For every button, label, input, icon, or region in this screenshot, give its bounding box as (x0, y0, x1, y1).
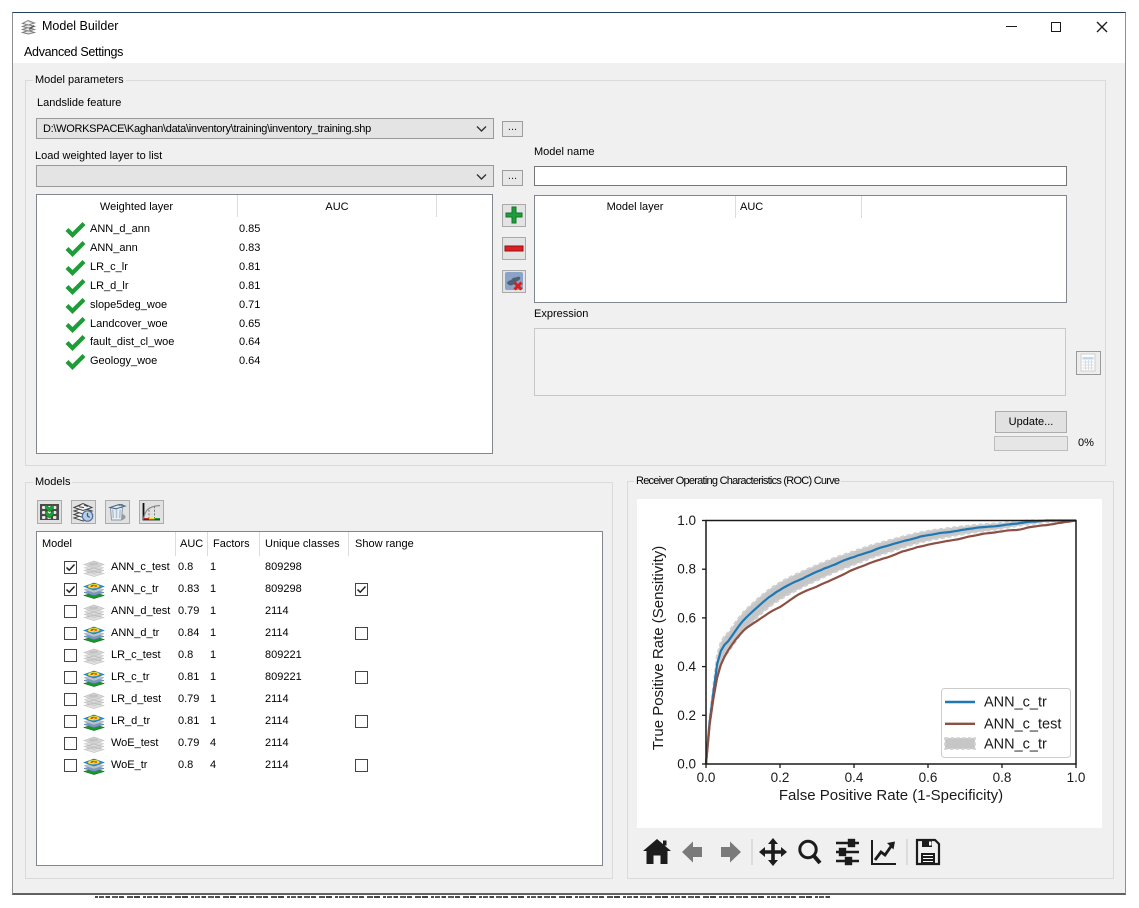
svg-text:1.0: 1.0 (677, 513, 696, 528)
svg-text:0.0: 0.0 (697, 770, 716, 785)
svg-text:False Positive Rate (1-Specifi: False Positive Rate (1-Specificity) (779, 787, 1003, 804)
svg-text:0.8: 0.8 (677, 562, 696, 577)
svg-text:ANN_c_test: ANN_c_test (984, 716, 1061, 732)
svg-text:0.8: 0.8 (993, 770, 1012, 785)
svg-text:0.4: 0.4 (845, 770, 864, 785)
svg-text:0.4: 0.4 (677, 659, 696, 674)
svg-text:1.0: 1.0 (1067, 770, 1086, 785)
svg-text:0.0: 0.0 (677, 757, 696, 772)
svg-text:True Positive Rate (Sensitivit: True Positive Rate (Sensitivity) (650, 546, 667, 751)
svg-text:0.2: 0.2 (771, 770, 790, 785)
svg-text:0.6: 0.6 (919, 770, 938, 785)
svg-text:0.6: 0.6 (677, 610, 696, 625)
svg-text:0.2: 0.2 (677, 708, 696, 723)
svg-text:ANN_c_tr: ANN_c_tr (984, 695, 1047, 711)
svg-text:ANN_c_tr: ANN_c_tr (984, 737, 1047, 753)
